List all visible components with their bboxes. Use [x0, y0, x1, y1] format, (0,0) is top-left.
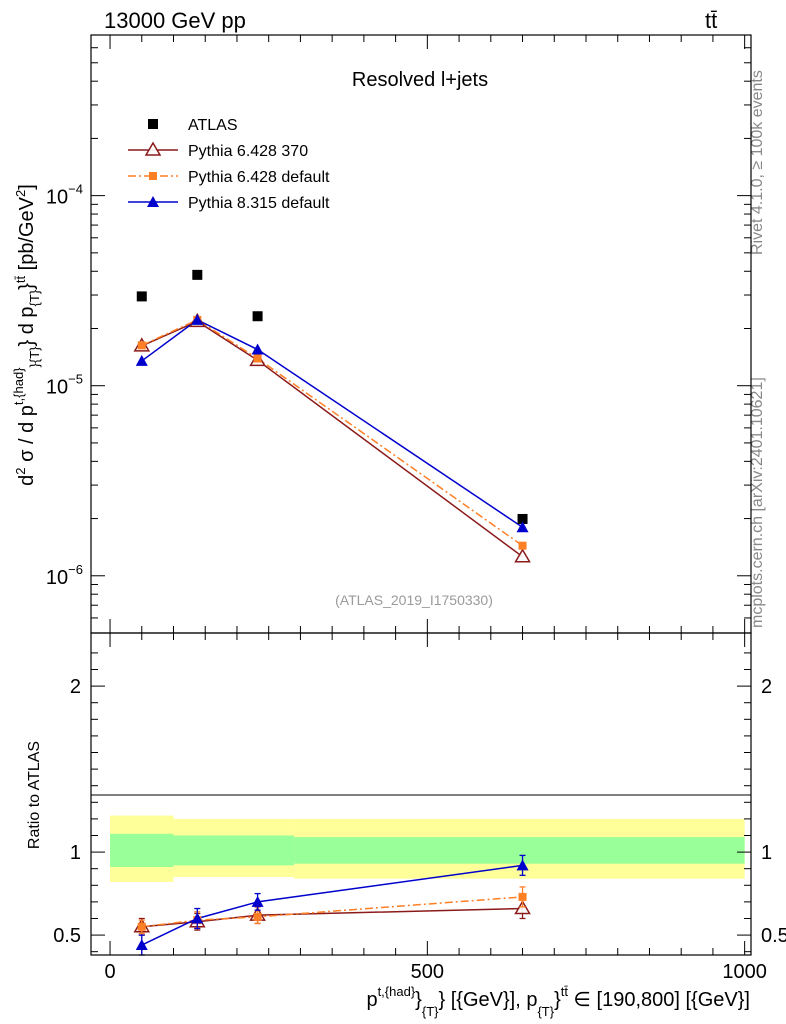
- main-axis-ticks: 10−6 10−5 10−4: [46, 34, 751, 634]
- point-pythia-6-428-default: [253, 354, 262, 363]
- legend-marker-pythia-8-315-default: [147, 196, 159, 207]
- point-pythia-6-428-default: [137, 341, 146, 350]
- ratio-point-pythia-6-428-default: [518, 892, 527, 901]
- main-series-marks: [133, 269, 531, 563]
- analysis-tag: (ATLAS_2019_I1750330): [335, 592, 493, 608]
- main-series-lines: [141, 318, 523, 558]
- legend-label-atlas: ATLAS: [188, 117, 238, 134]
- ratio-uncertainty-bands: [110, 815, 745, 882]
- ratio-point-pythia-6-428-default: [253, 912, 262, 921]
- line-pythia-6-428-370: [141, 320, 523, 558]
- ratio-point-pythia-6-428-default: [137, 922, 146, 931]
- x-axis-label: pt,{had}}{T}} [{GeV}], p{T}}tt̄ ∈ [190,8…: [366, 984, 750, 1019]
- ratio-tick-label: 2: [70, 676, 81, 698]
- legend: ATLAS Pythia 6.428 370 Pythia 6.428 defaul…: [128, 117, 330, 212]
- legend-label-pythia-6-428-default: Pythia 6.428 default: [188, 169, 330, 186]
- main-y-axis-label-text: d2 σ / d pt,{had}}{T}} d p{T}}tt̄ [pb/Ge…: [11, 184, 42, 486]
- x-tick-label: 500: [411, 961, 444, 983]
- line-pythia-6-428-default: [141, 319, 523, 547]
- main-panel: 10−6 10−5 10−4 Resolved l+jets (ATLAS_2019…: [11, 34, 752, 634]
- ratio-point-pythia-8-315-default: [191, 912, 204, 924]
- point-pythia-8-315-default: [191, 313, 204, 325]
- ratio-frame: [90, 632, 752, 956]
- rivet-note: Rivet 4.1.0, ≥ 100k events: [749, 70, 766, 255]
- ratio-line-pythia-6-428-default: [141, 896, 523, 928]
- legend-marker-atlas: [148, 119, 158, 129]
- ratio-point-pythia-8-315-default: [251, 895, 264, 907]
- x-tick-label: 1000: [722, 961, 767, 983]
- ratio-line-pythia-8-315-default: [141, 864, 523, 946]
- point-pythia-6-428-default: [518, 541, 527, 550]
- y-tick-label: 10−4: [46, 182, 83, 209]
- ratio-point-pythia-6-428-370: [514, 900, 531, 915]
- legend-label-pythia-8-315-default: Pythia 8.315 default: [188, 195, 330, 212]
- point-pythia-8-315-default: [516, 521, 529, 533]
- ratio-tick-label: 1: [70, 842, 81, 864]
- y-tick-label: 10−6: [46, 562, 83, 589]
- band-green: [110, 833, 174, 868]
- ratio-tick-label-right: 2: [761, 676, 772, 698]
- legend-marker-pythia-6-428-default: [149, 172, 157, 180]
- ratio-tick-label-right: 1: [761, 842, 772, 864]
- x-tick-label: 0: [104, 961, 115, 983]
- ratio-panel: 0 500 1000 0.5 0.5 1 1 2 2 Ratio to ATLAS: [26, 632, 786, 983]
- point-atlas: [136, 291, 147, 302]
- ratio-point-pythia-8-315-default: [516, 859, 529, 871]
- ratio-tick-label-right: 0.5: [761, 925, 786, 947]
- ratio-series-marks: [133, 854, 531, 956]
- ratio-axis-ticks: 0 500 1000 0.5 0.5 1 1 2 2: [53, 633, 786, 983]
- process-label: tt̄: [705, 8, 717, 33]
- ratio-y-axis-label: Ratio to ATLAS: [26, 741, 43, 849]
- ratio-tick-label: 0.5: [53, 925, 81, 947]
- point-pythia-8-315-default: [135, 354, 148, 366]
- point-atlas: [252, 311, 263, 322]
- point-atlas: [192, 269, 203, 280]
- chart-title: Resolved l+jets: [352, 69, 488, 91]
- ratio-series-lines: [141, 864, 523, 946]
- point-atlas: [517, 513, 528, 524]
- point-pythia-6-428-370: [514, 548, 531, 563]
- legend-marker-pythia-6-428-370: [144, 141, 162, 156]
- y-tick-label: 10−5: [46, 372, 83, 399]
- source-note: mcplots.cern.ch [arXiv:2401.10621]: [749, 377, 766, 628]
- x-axis-label-text: pt,{had}}{T}} [{GeV}], p{T}}tt̄ ∈ [190,8…: [366, 984, 750, 1019]
- legend-label-pythia-6-428-370: Pythia 6.428 370: [188, 143, 308, 160]
- band-green: [173, 835, 295, 866]
- line-pythia-8-315-default: [141, 318, 523, 528]
- ratio-point-pythia-8-315-default: [135, 939, 148, 951]
- band-green: [294, 837, 745, 864]
- energy-label: 13000 GeV pp: [104, 8, 246, 33]
- main-y-axis-label: d2 σ / d pt,{had}}{T}} d p{T}}tt̄ [pb/Ge…: [11, 184, 42, 486]
- point-pythia-8-315-default: [251, 343, 264, 355]
